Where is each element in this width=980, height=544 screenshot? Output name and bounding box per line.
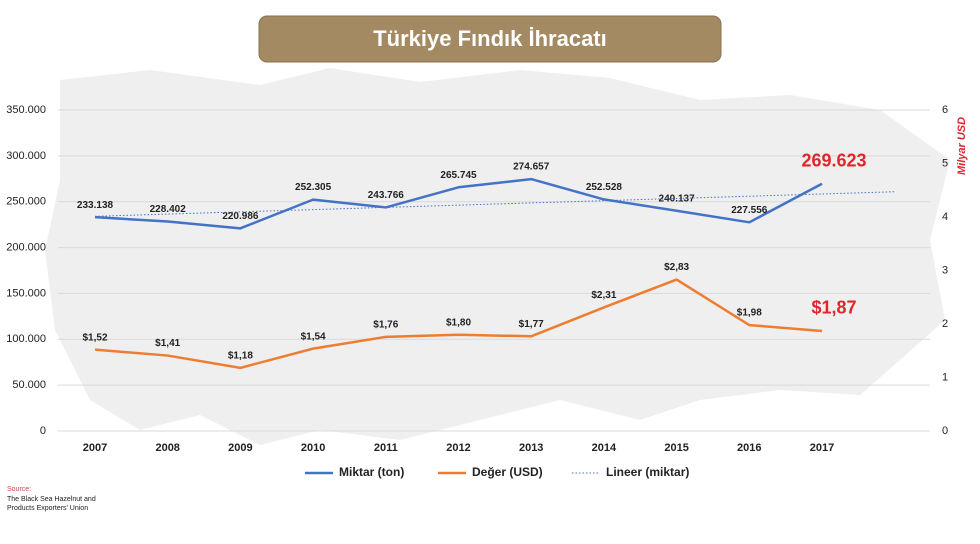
x-tick-label: 2009 — [228, 442, 252, 454]
y-tick-label: 350.000 — [6, 104, 46, 116]
data-label: 274.657 — [513, 162, 550, 173]
data-label: $1,80 — [446, 317, 471, 328]
data-label: $1,52 — [82, 332, 107, 343]
data-label: 269.623 — [801, 150, 866, 170]
data-label: 228.402 — [150, 204, 187, 215]
data-label: 265.745 — [440, 170, 477, 181]
x-tick-label: 2008 — [155, 442, 179, 454]
data-label: 220.986 — [222, 211, 259, 222]
x-tick-label: 2014 — [592, 442, 617, 454]
y2-tick-label: 6 — [942, 104, 948, 116]
x-tick-label: 2010 — [301, 442, 325, 454]
data-label: 252.305 — [295, 182, 332, 193]
data-label: 233.138 — [77, 200, 114, 211]
y2-tick-label: 3 — [942, 264, 948, 276]
y2-tick-label: 2 — [942, 318, 948, 330]
data-label: 243.766 — [368, 190, 405, 201]
data-label: $1,77 — [519, 319, 544, 330]
data-label: 227.556 — [731, 205, 768, 216]
series-line — [94, 177, 823, 230]
map-background — [45, 68, 950, 445]
x-tick-label: 2012 — [446, 442, 470, 454]
y2-axis-label: Milyar USD — [956, 117, 968, 175]
legend-label: Değer (USD) — [472, 465, 543, 479]
y-tick-label: 0 — [40, 425, 46, 437]
data-label: $2,83 — [664, 262, 689, 273]
data-label: $1,41 — [155, 338, 180, 349]
y-tick-label: 100.000 — [6, 333, 46, 345]
data-label: $1,98 — [737, 308, 762, 319]
y2-tick-label: 4 — [942, 211, 948, 223]
data-label: 252.528 — [586, 182, 623, 193]
data-label: $2,31 — [591, 290, 616, 301]
title-box — [258, 15, 722, 63]
y2-tick-label: 1 — [942, 371, 948, 383]
x-tick-label: 2016 — [737, 442, 761, 454]
y-tick-label: 200.000 — [6, 241, 46, 253]
trend-line — [94, 191, 895, 217]
data-label: $1,87 — [811, 298, 856, 318]
y-tick-label: 300.000 — [6, 150, 46, 162]
y2-tick-label: 0 — [942, 425, 948, 437]
source-text: The Black Sea Hazelnut and — [7, 496, 96, 503]
y-tick-label: 250.000 — [6, 196, 46, 208]
x-tick-label: 2013 — [519, 442, 543, 454]
x-tick-label: 2011 — [374, 442, 398, 454]
x-tick-label: 2017 — [810, 442, 834, 454]
data-label: $1,54 — [301, 331, 326, 342]
y-tick-label: 50.000 — [12, 379, 46, 391]
legend-label: Miktar (ton) — [339, 465, 404, 479]
x-tick-label: 2007 — [83, 442, 107, 454]
chart-title: Türkiye Fındık İhracatı — [373, 26, 607, 51]
source-label: Source: — [7, 486, 31, 493]
data-label: $1,76 — [373, 319, 398, 330]
y2-tick-label: 5 — [942, 157, 948, 169]
x-tick-label: 2015 — [664, 442, 688, 454]
source-text: Products Exporters' Union — [7, 505, 88, 512]
data-label: $1,18 — [228, 351, 253, 362]
legend-label: Lineer (miktar) — [606, 465, 689, 479]
series-line — [94, 278, 823, 370]
y-tick-label: 150.000 — [6, 287, 46, 299]
